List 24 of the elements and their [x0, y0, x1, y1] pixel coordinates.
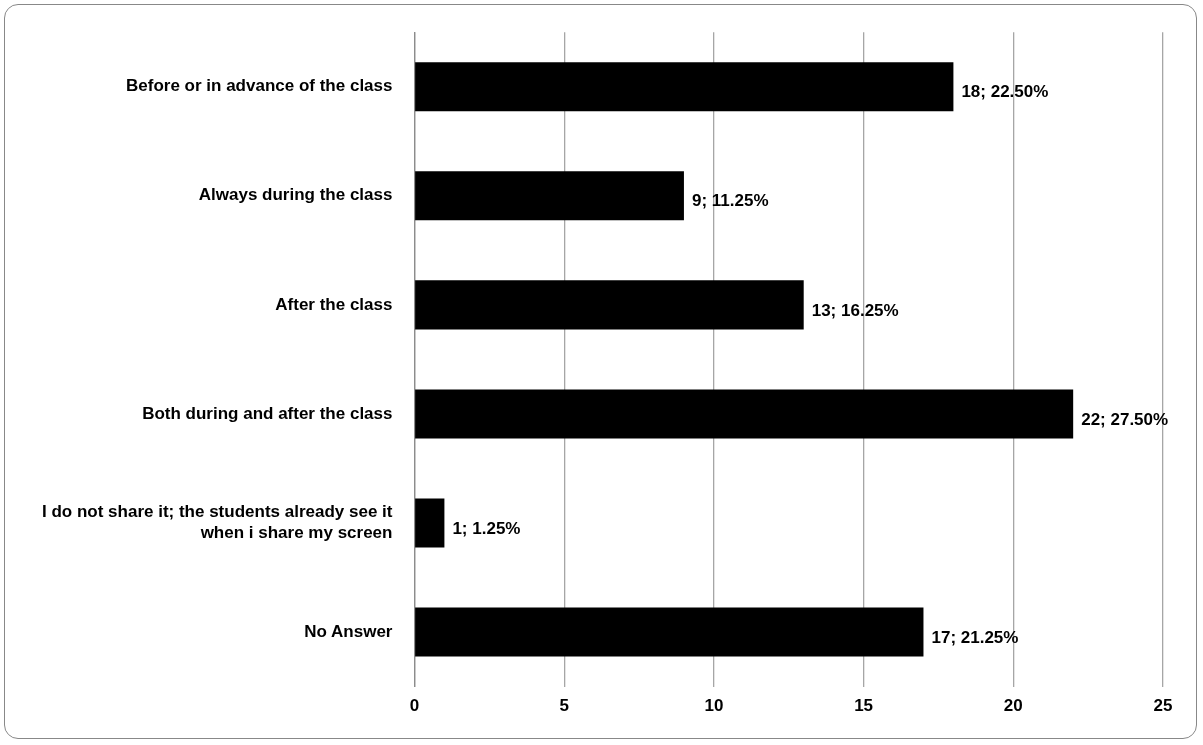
bar	[415, 498, 445, 548]
x-tick-label: 20	[1003, 696, 1023, 716]
bar	[415, 389, 1074, 439]
data-label: 13; 16.25%	[811, 300, 899, 320]
bar	[415, 280, 804, 330]
data-label: 18; 22.50%	[961, 82, 1049, 102]
data-label: 22; 27.50%	[1081, 409, 1169, 429]
data-label: 17; 21.25%	[931, 627, 1019, 647]
x-tick-label: 15	[854, 696, 874, 716]
bar	[415, 607, 924, 657]
bar	[415, 171, 684, 221]
y-tick-label: No Answer	[304, 621, 393, 641]
y-tick-label: Before or in advance of the class	[126, 76, 393, 96]
y-tick-label: Both during and after the class	[142, 403, 393, 423]
y-tick-label: I do not share it; the students already see it when i share my screen	[42, 502, 393, 542]
data-label: 1; 1.25%	[452, 518, 521, 538]
data-label: 9; 11.25%	[691, 191, 769, 211]
bar	[415, 62, 954, 112]
x-tick-label: 10	[704, 696, 724, 716]
y-tick-label: After the class	[275, 294, 393, 314]
x-tick-label: 5	[559, 696, 569, 716]
x-tick-label: 0	[409, 696, 420, 716]
x-tick-label: 25	[1153, 696, 1173, 716]
y-tick-label: Always during the class	[198, 185, 393, 205]
